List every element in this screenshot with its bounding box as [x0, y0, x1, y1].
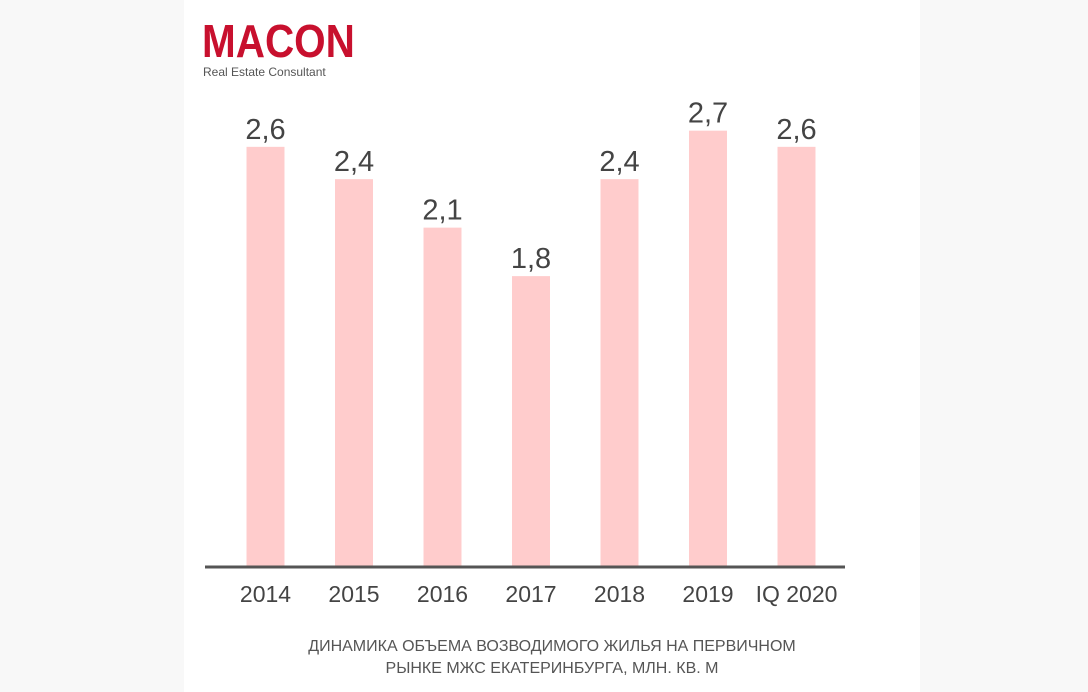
value-label: 2,7: [688, 98, 728, 130]
x-tick-label: 2016: [417, 581, 468, 607]
value-label: 2,1: [422, 195, 462, 227]
x-tick-label: 2019: [682, 581, 733, 607]
logo-tagline: Real Estate Consultant: [203, 65, 326, 79]
value-label: 2,6: [245, 114, 285, 146]
x-tick-label: IQ 2020: [756, 581, 838, 607]
bar-2014: [246, 146, 285, 567]
bar-2015: [335, 179, 373, 567]
bar-2017: [512, 276, 550, 567]
value-labels-group: 2,6 2,4 2,1 1,8 2,4 2,7 2,6: [245, 98, 816, 275]
x-tick-label: 2014: [240, 581, 291, 607]
chart-title-line-2: РЫНКЕ МЖС ЕКАТЕРИНБУРГА, МЛН. КВ. М: [385, 660, 719, 677]
value-label: 2,6: [776, 114, 816, 146]
value-label: 2,4: [334, 146, 374, 178]
bars-group: [246, 130, 816, 567]
x-tick-label: 2015: [328, 581, 379, 607]
logo-wordmark: MACON: [202, 15, 355, 67]
bar-2019: [689, 130, 727, 567]
bar-iq-2020: [777, 146, 816, 567]
x-tick-label: 2017: [505, 581, 556, 607]
macon-logo: MACON Real Estate Consultant: [202, 18, 355, 82]
bar-2018: [600, 179, 639, 567]
chart-title-line-1: ДИНАМИКА ОБЪЕМА ВОЗВОДИМОГО ЖИЛЬЯ НА ПЕР…: [308, 638, 796, 655]
value-label: 1,8: [511, 243, 551, 275]
tick-labels-group: 2014 2015 2016 2017 2018 2019 IQ 2020: [240, 581, 838, 607]
bar-2016: [423, 227, 462, 567]
x-tick-label: 2018: [594, 581, 645, 607]
value-label: 2,4: [599, 146, 639, 178]
